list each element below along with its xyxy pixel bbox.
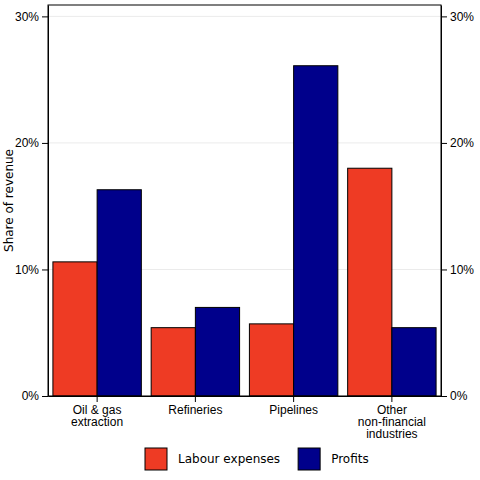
tick-label: 0%: [22, 389, 40, 403]
tick: 0%: [441, 389, 468, 403]
tick: 30%: [441, 10, 474, 24]
tick-label-line: Refineries: [168, 403, 222, 417]
legend-swatch: [145, 448, 167, 470]
legend-label: Profits: [331, 452, 369, 466]
tick: Oil & gasextraction: [71, 396, 123, 429]
legend-item: Profits: [298, 448, 369, 470]
axis-line: [49, 396, 442, 397]
plot: 0% 10% 20% 30% 0% 10% 20% 30% Oil & gasextractio…: [15, 5, 474, 441]
tick: 20%: [15, 136, 48, 150]
tick-label: 0%: [450, 389, 468, 403]
axis-line: [48, 6, 49, 397]
tick: 10%: [15, 263, 48, 277]
tick-label: 30%: [15, 10, 39, 24]
tick-label: 20%: [450, 136, 474, 150]
grid-line: [48, 142, 441, 143]
legend-swatch: [298, 448, 320, 470]
bar: [195, 307, 239, 396]
tick-label-line: Pipelines: [269, 403, 318, 417]
axis-line: [441, 6, 442, 397]
tick-mark: [42, 396, 48, 397]
tick: 20%: [441, 136, 474, 150]
tick-mark: [441, 269, 447, 270]
tick-mark: [441, 396, 447, 397]
bar: [97, 190, 141, 396]
tick-mark: [42, 16, 48, 17]
y-axis-title: Share of revenue: [2, 149, 16, 252]
grid: [48, 16, 441, 396]
tick-mark: [97, 396, 98, 402]
tick-label: Refineries: [168, 403, 222, 417]
tick-label: Othernon-financialindustries: [358, 403, 426, 441]
bars: [53, 66, 436, 396]
tick-mark: [195, 396, 196, 402]
bar: [151, 328, 195, 396]
bar: [348, 168, 392, 396]
y2-axis: 0% 10% 20% 30%: [441, 6, 474, 404]
tick-label-line: extraction: [71, 415, 123, 429]
tick: 30%: [15, 10, 48, 24]
grid-line: [48, 16, 441, 17]
bar: [392, 328, 436, 396]
tick-label-line: industries: [366, 427, 417, 441]
tick-mark: [441, 16, 447, 17]
tick: Refineries: [168, 396, 222, 417]
tick: 0%: [22, 389, 48, 403]
tick-label: Pipelines: [269, 403, 318, 417]
tick: 10%: [441, 263, 474, 277]
tick-label: 20%: [15, 136, 39, 150]
tick-mark: [293, 396, 294, 402]
x-axis: Oil & gasextraction Refineries Pipelines Ot…: [49, 396, 442, 441]
tick-label: 10%: [450, 263, 474, 277]
tick-mark: [42, 143, 48, 144]
tick-label: Oil & gasextraction: [71, 403, 123, 429]
legend-label: Labour expenses: [178, 452, 280, 466]
bar: [53, 262, 97, 396]
chart: 0% 10% 20% 30% 0% 10% 20% 30% Oil & gasextractio…: [0, 0, 480, 480]
tick-label: 30%: [450, 10, 474, 24]
y-axis: 0% 10% 20% 30%: [15, 6, 49, 404]
tick-mark: [42, 269, 48, 270]
bar: [294, 66, 338, 396]
plot-frame: [48, 5, 441, 396]
tick: Pipelines: [269, 396, 318, 417]
tick-mark: [391, 396, 392, 402]
bar: [249, 324, 293, 396]
tick-label: 10%: [15, 263, 39, 277]
legend: Labour expenses Profits: [145, 448, 369, 470]
tick: Othernon-financialindustries: [358, 396, 426, 441]
tick-mark: [441, 143, 447, 144]
legend-item: Labour expenses: [145, 448, 280, 470]
